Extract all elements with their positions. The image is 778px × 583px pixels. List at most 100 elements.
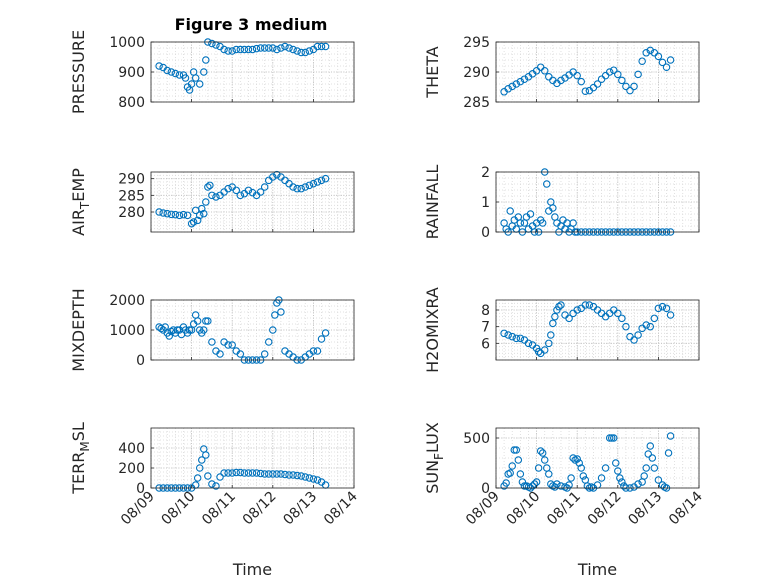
data-point: [540, 67, 549, 75]
data-point: [167, 68, 176, 76]
data-point: [301, 473, 310, 481]
y-tick-label: 290: [118, 172, 145, 188]
data-point: [281, 470, 289, 479]
data-point: [260, 44, 269, 52]
data-point: [208, 39, 216, 48]
data-point: [549, 319, 557, 328]
y-tick-label: 295: [463, 35, 490, 51]
x-axis-label: Time: [577, 560, 617, 579]
data-point: [236, 350, 245, 358]
data-point: [277, 470, 285, 478]
y-tick-label: 0: [481, 481, 490, 497]
data-point: [508, 332, 516, 341]
data-point: [206, 181, 214, 190]
data-point: [269, 326, 277, 334]
data-point: [555, 302, 563, 311]
y-tick-label: 200: [118, 461, 145, 477]
data-point: [297, 184, 305, 193]
data-point: [612, 459, 620, 467]
data-point: [614, 309, 622, 318]
data-point: [567, 474, 575, 482]
data-point: [309, 347, 318, 355]
data-point: [200, 209, 208, 218]
data-point: [228, 469, 236, 477]
data-point: [232, 186, 241, 195]
axes-box: [150, 171, 355, 233]
data-point: [183, 211, 192, 220]
y-axis-label: MIXDEPTH: [69, 288, 88, 371]
data-point: [321, 329, 330, 337]
data-point: [545, 470, 553, 478]
data-point: [189, 218, 198, 226]
data-point: [273, 45, 281, 54]
data-point: [157, 324, 165, 333]
data-point: [202, 198, 210, 206]
y-tick-label: 8: [481, 303, 490, 319]
data-point: [579, 472, 588, 480]
data-point: [202, 451, 210, 459]
data-point: [309, 475, 318, 483]
data-point: [528, 482, 537, 490]
data-point: [524, 339, 533, 348]
data-point: [273, 170, 281, 179]
data-point: [321, 42, 330, 51]
subplot-mixdepth: 0 1000 2000 MIXDEPTH: [69, 288, 355, 372]
x-axis-label: Time: [232, 560, 272, 579]
data-point: [204, 472, 212, 480]
data-point: [321, 174, 330, 183]
data-point: [616, 474, 624, 482]
data-point: [569, 219, 577, 227]
data-point: [540, 456, 549, 464]
y-axis-label: H2OMIXRA: [423, 287, 442, 373]
data-point: [666, 432, 675, 440]
data-point: [297, 48, 305, 57]
data-point: [573, 455, 581, 463]
y-tick-label: 1000: [109, 323, 145, 339]
data-point: [289, 183, 297, 191]
data-point: [646, 46, 655, 55]
data-point: [514, 456, 523, 464]
data-point: [281, 42, 289, 51]
data-point: [565, 314, 573, 323]
data-point: [220, 45, 228, 54]
data-point: [236, 45, 245, 54]
data-point: [597, 474, 606, 482]
data-point: [644, 450, 652, 458]
y-tick-label: 400: [118, 441, 145, 457]
data-point: [508, 82, 516, 91]
data-point: [198, 456, 206, 464]
axes-box: [150, 427, 355, 489]
y-axis-label: SUNFLUX: [423, 422, 446, 494]
data-point: [179, 210, 188, 219]
data-point: [248, 469, 257, 477]
data-point: [260, 470, 269, 478]
data-point: [593, 80, 602, 88]
data-point: [216, 350, 224, 358]
data-point: [516, 470, 525, 478]
data-point: [630, 82, 638, 91]
data-point: [289, 45, 297, 54]
data-point: [256, 469, 265, 478]
data-point: [622, 82, 630, 91]
y-axis-label: PRESSURE: [69, 30, 88, 114]
data-point: [581, 301, 590, 309]
data-point: [232, 45, 241, 54]
data-point: [638, 57, 646, 65]
data-point: [232, 468, 241, 477]
subplot-theta: 285 290 295 THETA: [423, 35, 700, 111]
data-point: [248, 45, 257, 54]
data-point: [181, 74, 190, 82]
data-point: [271, 311, 279, 319]
data-point: [512, 334, 521, 343]
data-point: [512, 446, 521, 454]
data-point: [273, 470, 281, 478]
data-markers: [155, 170, 330, 228]
y-tick-label: 2: [481, 165, 490, 181]
data-point: [577, 464, 586, 472]
data-point: [191, 74, 200, 82]
data-point: [193, 216, 202, 225]
data-point: [650, 314, 659, 323]
data-point: [506, 469, 514, 477]
